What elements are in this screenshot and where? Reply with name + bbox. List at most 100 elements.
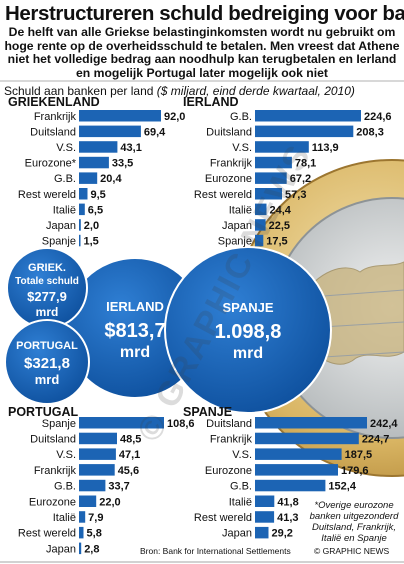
bar-spanje-japan — [255, 526, 269, 539]
ierland-label: IERLAND — [106, 299, 164, 314]
value-label-ierland-frankrijk: 78,1 — [295, 158, 316, 170]
portugal-value: $321,8 — [24, 355, 70, 372]
category-label-griekenland-duitsland: Duitsland — [30, 126, 76, 138]
value-label-portugal-japan: 2,8 — [84, 543, 99, 555]
category-label-portugal-japan: Japan — [46, 543, 76, 555]
value-label-griekenland-spanje: 1,5 — [84, 236, 99, 248]
ierland-value: $813,7 — [104, 320, 165, 342]
value-label-spanje-japan: 29,2 — [271, 528, 292, 540]
bar-griekenland-duitsland — [79, 125, 141, 138]
value-label-griekenland-japan: 2,0 — [84, 220, 99, 232]
category-label-spanje-japan: Japan — [222, 528, 252, 540]
value-label-ierland-g-b: 224,6 — [364, 111, 392, 123]
bar-griekenland-eurozone — [79, 156, 109, 169]
category-label-ierland-v-s: V.S. — [232, 142, 252, 154]
source-credit: Bron: Bank for International Settlements — [140, 546, 291, 556]
value-label-griekenland-frankrijk: 92,0 — [164, 111, 185, 123]
category-label-griekenland-spanje: Spanje — [42, 236, 76, 248]
portugal-unit: mrd — [35, 372, 60, 387]
category-label-griekenland-rest-wereld: Rest wereld — [18, 189, 76, 201]
category-label-spanje-italie: Italië — [229, 496, 252, 508]
value-label-spanje-g-b: 152,4 — [328, 481, 356, 493]
spanje-unit: mrd — [233, 345, 263, 362]
value-label-griekenland-v-s: 43,1 — [120, 142, 141, 154]
chart-title-portugal: PORTUGAL — [8, 405, 79, 419]
bar-ierland-eurozone — [255, 172, 287, 184]
category-label-ierland-duitsland: Duitsland — [206, 126, 252, 138]
portugal-bubble — [4, 319, 90, 405]
category-label-ierland-g-b: G.B. — [230, 111, 252, 123]
bar-griekenland-frankrijk — [79, 110, 161, 122]
category-label-griekenland-g-b: G.B. — [54, 173, 76, 185]
value-label-griekenland-rest-wereld: 9,5 — [90, 189, 105, 201]
value-label-portugal-frankrijk: 45,6 — [118, 465, 139, 477]
bar-griekenland-rest-wereld — [79, 188, 88, 200]
bar-griekenland-spanje — [79, 234, 81, 247]
category-label-portugal-frankrijk: Frankrijk — [34, 465, 77, 477]
bar-ierland-spanje — [255, 234, 264, 247]
spanje-label: SPANJE — [222, 300, 273, 315]
value-label-spanje-v-s: 187,5 — [345, 449, 373, 461]
category-label-spanje-duitsland: Duitsland — [206, 418, 252, 430]
griek-label: GRIEK. — [28, 262, 66, 274]
bar-ierland-v-s — [255, 141, 309, 153]
bar-spanje-eurozone — [255, 464, 338, 476]
chart-title-spanje: SPANJE — [183, 405, 232, 419]
value-label-spanje-rest-wereld: 41,3 — [277, 512, 298, 524]
griek-unit: mrd — [36, 305, 59, 319]
bar-ierland-frankrijk — [255, 156, 292, 169]
category-label-spanje-frankrijk: Frankrijk — [210, 434, 253, 446]
value-label-portugal-eurozone: 22,0 — [99, 496, 120, 508]
value-label-spanje-italie: 41,8 — [277, 496, 298, 508]
value-label-spanje-frankrijk: 224,7 — [362, 434, 390, 446]
category-label-portugal-v-s: V.S. — [56, 449, 76, 461]
value-label-portugal-g-b: 33,7 — [108, 481, 129, 493]
value-label-griekenland-eurozone: 33,5 — [112, 158, 133, 170]
unit-note-main: Schuld aan banken per land — [4, 84, 154, 98]
bar-griekenland-italie — [79, 203, 85, 216]
value-label-ierland-italie: 24,4 — [270, 204, 292, 216]
category-label-ierland-rest-wereld: Rest wereld — [194, 189, 252, 201]
bar-griekenland-japan — [79, 219, 81, 231]
value-label-spanje-duitsland: 242,4 — [370, 418, 398, 430]
bubble-labels: GRIEK. Totale schuld $277,9 mrd PORTUGAL… — [15, 262, 281, 387]
portugal-label: PORTUGAL — [16, 340, 78, 352]
footnote: *Overige eurozone banken uitgezonderd Du… — [309, 500, 399, 544]
bar-spanje-rest-wereld — [255, 511, 275, 523]
debt-bubbles — [4, 246, 332, 414]
value-label-griekenland-italie: 6,5 — [88, 204, 103, 216]
value-label-portugal-spanje: 108,6 — [167, 418, 195, 430]
category-label-ierland-italie: Italië — [229, 204, 252, 216]
chart-title-ierland: IERLAND — [183, 95, 239, 109]
category-label-portugal-spanje: Spanje — [42, 418, 76, 430]
bar-spanje-frankrijk — [255, 432, 359, 445]
bar-portugal-duitsland — [79, 432, 117, 445]
spanje-bubble — [164, 246, 332, 414]
bar-portugal-japan — [79, 542, 82, 555]
bar-portugal-v-s — [79, 448, 116, 460]
category-label-spanje-eurozone: Eurozone — [205, 465, 252, 477]
bar-spanje-g-b — [255, 479, 326, 492]
value-label-ierland-rest-wereld: 57,3 — [285, 189, 306, 201]
bar-ierland-japan — [255, 219, 266, 231]
value-label-griekenland-g-b: 20,4 — [100, 173, 122, 185]
bar-portugal-rest-wereld — [79, 526, 84, 539]
category-label-spanje-rest-wereld: Rest wereld — [194, 512, 252, 524]
category-label-griekenland-v-s: V.S. — [56, 142, 76, 154]
value-label-portugal-duitsland: 48,5 — [120, 434, 141, 446]
page-title: Herstructureren schuld bedreiging voor b… — [5, 2, 404, 25]
value-label-ierland-eurozone: 67,2 — [290, 173, 311, 185]
value-label-portugal-italie: 7,9 — [88, 512, 103, 524]
bar-portugal-eurozone — [79, 495, 97, 507]
value-label-portugal-rest-wereld: 5,8 — [87, 528, 102, 540]
value-label-ierland-duitsland: 208,3 — [356, 126, 384, 138]
bar-portugal-g-b — [79, 479, 106, 492]
griek-sublabel: Totale schuld — [15, 276, 79, 287]
unit-note-detail: ($ miljard, eind derde kwartaal, 2010) — [156, 84, 355, 98]
bar-ierland-g-b — [255, 110, 361, 122]
value-label-ierland-spanje: 17,5 — [266, 236, 287, 248]
bar-ierland-italie — [255, 203, 267, 216]
bar-portugal-spanje — [79, 417, 164, 429]
